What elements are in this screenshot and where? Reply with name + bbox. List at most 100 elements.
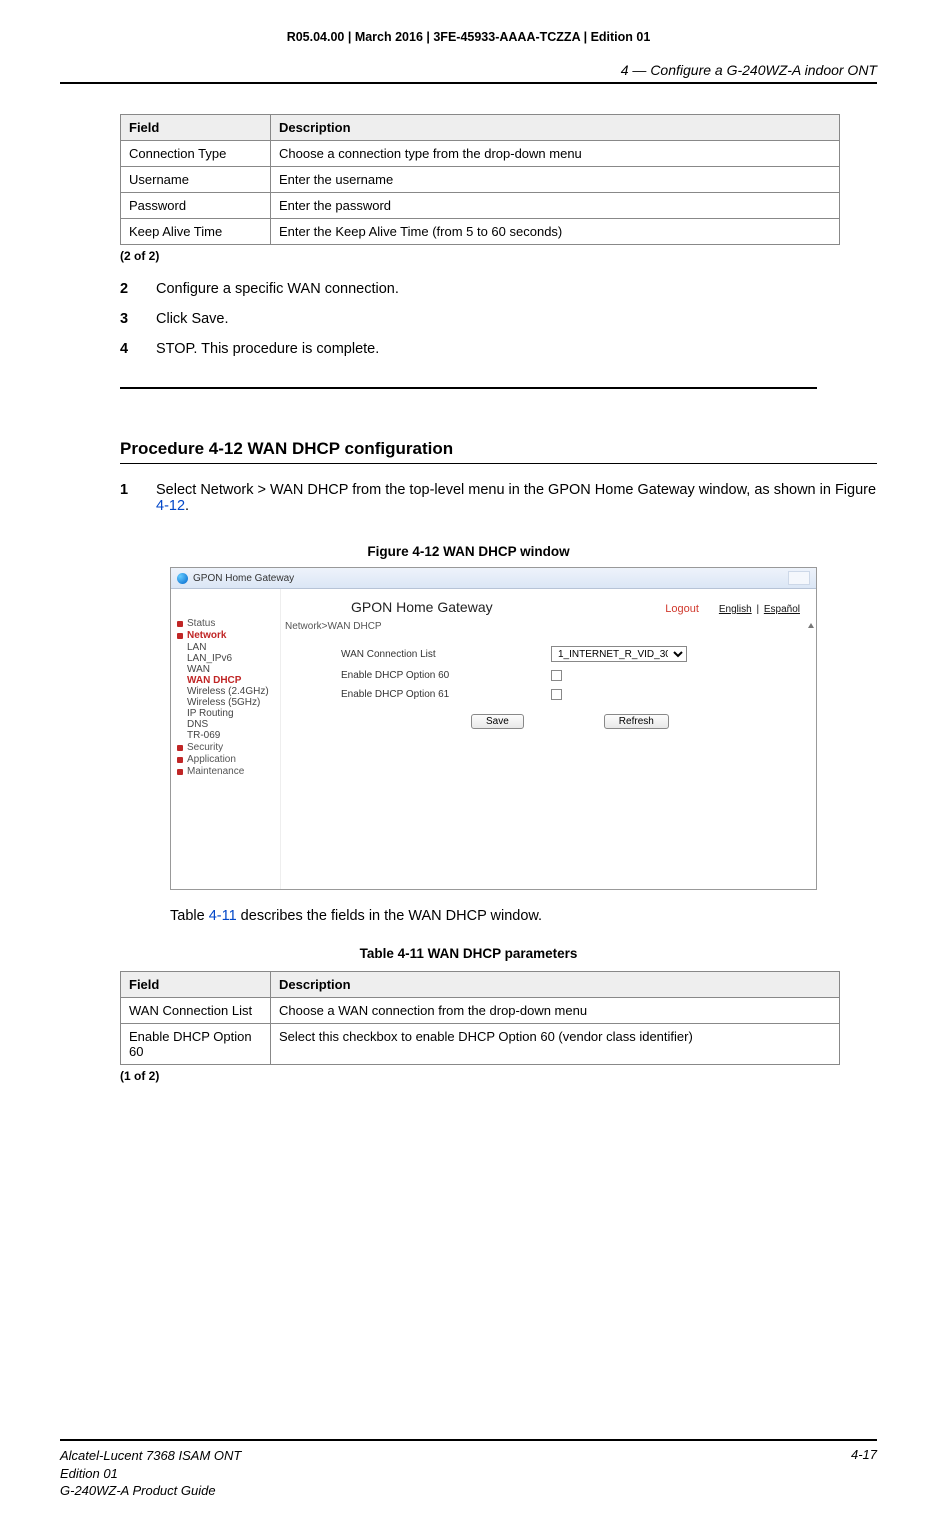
- figure-link[interactable]: 4-12: [156, 498, 185, 514]
- table-link[interactable]: 4-11: [209, 908, 237, 924]
- table-header: Field: [121, 972, 271, 998]
- table-header: Description: [271, 972, 840, 998]
- cell: WAN Connection List: [121, 998, 271, 1024]
- expand-icon: [177, 768, 185, 776]
- sidebar-nav: Status Network LAN LAN_IPv6 WAN WAN DHCP…: [171, 589, 281, 889]
- sidebar-sub-ip-routing[interactable]: IP Routing: [187, 708, 276, 719]
- expand-icon: [177, 632, 185, 640]
- separator: |: [754, 604, 762, 615]
- favicon-icon: [177, 573, 188, 584]
- sidebar-sub-lan[interactable]: LAN: [187, 642, 276, 653]
- step: 3 Click Save.: [120, 311, 877, 327]
- footer-line: Edition 01: [60, 1465, 241, 1483]
- step-number: 4: [120, 341, 156, 357]
- breadcrumb: Network>WAN DHCP: [281, 619, 816, 642]
- expand-icon: [177, 744, 185, 752]
- form-row-connection-list: WAN Connection List 1_INTERNET_R_VID_30: [341, 646, 816, 662]
- sidebar-sub-wireless-24[interactable]: Wireless (2.4GHz): [187, 686, 276, 697]
- expand-icon: [177, 756, 185, 764]
- table-row: Connection Type Choose a connection type…: [121, 141, 840, 167]
- cell: Keep Alive Time: [121, 219, 271, 245]
- step: 1 Select Network > WAN DHCP from the top…: [120, 482, 877, 514]
- browser-tab-title[interactable]: GPON Home Gateway: [193, 573, 294, 584]
- table-pager: (1 of 2): [120, 1069, 877, 1083]
- form-label: Enable DHCP Option 61: [341, 689, 551, 700]
- table-pager: (2 of 2): [120, 249, 877, 263]
- table-row: WAN Connection List Choose a WAN connect…: [121, 998, 840, 1024]
- table-row: Keep Alive Time Enter the Keep Alive Tim…: [121, 219, 840, 245]
- sidebar-item-network[interactable]: Network: [177, 630, 276, 641]
- cell: Connection Type: [121, 141, 271, 167]
- chapter-header: 4 — Configure a G-240WZ-A indoor ONT: [60, 62, 877, 84]
- sidebar-item-security[interactable]: Security: [177, 742, 276, 753]
- sidebar-sub-wan[interactable]: WAN: [187, 664, 276, 675]
- lang-espanol[interactable]: Español: [764, 604, 800, 615]
- form-row-option60: Enable DHCP Option 60: [341, 670, 816, 681]
- table-row: Password Enter the password: [121, 193, 840, 219]
- form-area: WAN Connection List 1_INTERNET_R_VID_30 …: [281, 642, 816, 729]
- text: Table: [170, 908, 209, 924]
- sidebar-sub-wan-dhcp[interactable]: WAN DHCP: [187, 675, 276, 686]
- sidebar-sub-dns[interactable]: DNS: [187, 719, 276, 730]
- app-title: GPON Home Gateway: [351, 599, 665, 615]
- sidebar-sub-wireless-5[interactable]: Wireless (5GHz): [187, 697, 276, 708]
- sidebar-item-application[interactable]: Application: [177, 754, 276, 765]
- sidebar-item-label: Network: [187, 630, 226, 641]
- cell: Enter the username: [271, 167, 840, 193]
- save-button[interactable]: Save: [471, 714, 524, 729]
- table-bottom: Field Description WAN Connection List Ch…: [120, 971, 840, 1065]
- scroll-up-icon[interactable]: [808, 623, 814, 629]
- section-divider: [120, 387, 817, 389]
- sidebar-sub-tr069[interactable]: TR-069: [187, 730, 276, 741]
- step-text: Configure a specific WAN connection.: [156, 281, 877, 297]
- text: .: [185, 498, 189, 514]
- form-label: Enable DHCP Option 60: [341, 670, 551, 681]
- step: 2 Configure a specific WAN connection.: [120, 281, 877, 297]
- table-row: Enable DHCP Option 60 Select this checkb…: [121, 1024, 840, 1065]
- table-caption: Table 4-11 WAN DHCP parameters: [60, 946, 877, 961]
- lang-english[interactable]: English: [719, 604, 752, 615]
- table-header: Description: [271, 115, 840, 141]
- language-switcher: English | Español: [717, 604, 802, 615]
- cell: Enable DHCP Option 60: [121, 1024, 271, 1065]
- step-number: 3: [120, 311, 156, 327]
- cell: Username: [121, 167, 271, 193]
- footer-line: Alcatel-Lucent 7368 ISAM ONT: [60, 1447, 241, 1465]
- sidebar-item-maintenance[interactable]: Maintenance: [177, 766, 276, 777]
- table-row: Username Enter the username: [121, 167, 840, 193]
- sidebar-item-label: Maintenance: [187, 766, 244, 777]
- footer-line: G-240WZ-A Product Guide: [60, 1482, 241, 1500]
- logout-link[interactable]: Logout: [665, 603, 699, 615]
- new-tab-button[interactable]: [788, 571, 810, 585]
- wan-connection-select[interactable]: 1_INTERNET_R_VID_30: [551, 646, 687, 662]
- cell: Choose a connection type from the drop-d…: [271, 141, 840, 167]
- step-text: STOP. This procedure is complete.: [156, 341, 877, 357]
- checkbox-option60[interactable]: [551, 670, 562, 681]
- refresh-button[interactable]: Refresh: [604, 714, 669, 729]
- form-row-option61: Enable DHCP Option 61: [341, 689, 816, 700]
- form-label: WAN Connection List: [341, 649, 551, 660]
- table-top: Field Description Connection Type Choose…: [120, 114, 840, 245]
- browser-tabbar: GPON Home Gateway: [171, 568, 816, 589]
- cell: Choose a WAN connection from the drop-do…: [271, 998, 840, 1024]
- procedure-title: Procedure 4-12 WAN DHCP configuration: [120, 439, 877, 464]
- sidebar-item-label: Status: [187, 618, 215, 629]
- text: describes the fields in the WAN DHCP win…: [237, 908, 542, 924]
- doc-id-header: R05.04.00 | March 2016 | 3FE-45933-AAAA-…: [60, 30, 877, 44]
- sidebar-sub-lan-ipv6[interactable]: LAN_IPv6: [187, 653, 276, 664]
- sidebar-item-status[interactable]: Status: [177, 618, 276, 629]
- app-header: GPON Home Gateway Logout English | Españ…: [281, 589, 816, 619]
- cell: Select this checkbox to enable DHCP Opti…: [271, 1024, 840, 1065]
- figure-caption: Figure 4-12 WAN DHCP window: [60, 544, 877, 559]
- cell: Enter the password: [271, 193, 840, 219]
- body-text: Table 4-11 describes the fields in the W…: [170, 908, 817, 924]
- page-number: 4-17: [851, 1447, 877, 1500]
- step-number: 1: [120, 482, 156, 514]
- table-header: Field: [121, 115, 271, 141]
- expand-icon: [177, 620, 185, 628]
- text: Select Network > WAN DHCP from the top-l…: [156, 482, 876, 498]
- steps-list-a: 2 Configure a specific WAN connection. 3…: [120, 281, 877, 357]
- step-text: Select Network > WAN DHCP from the top-l…: [156, 482, 877, 514]
- step-text: Click Save.: [156, 311, 877, 327]
- checkbox-option61[interactable]: [551, 689, 562, 700]
